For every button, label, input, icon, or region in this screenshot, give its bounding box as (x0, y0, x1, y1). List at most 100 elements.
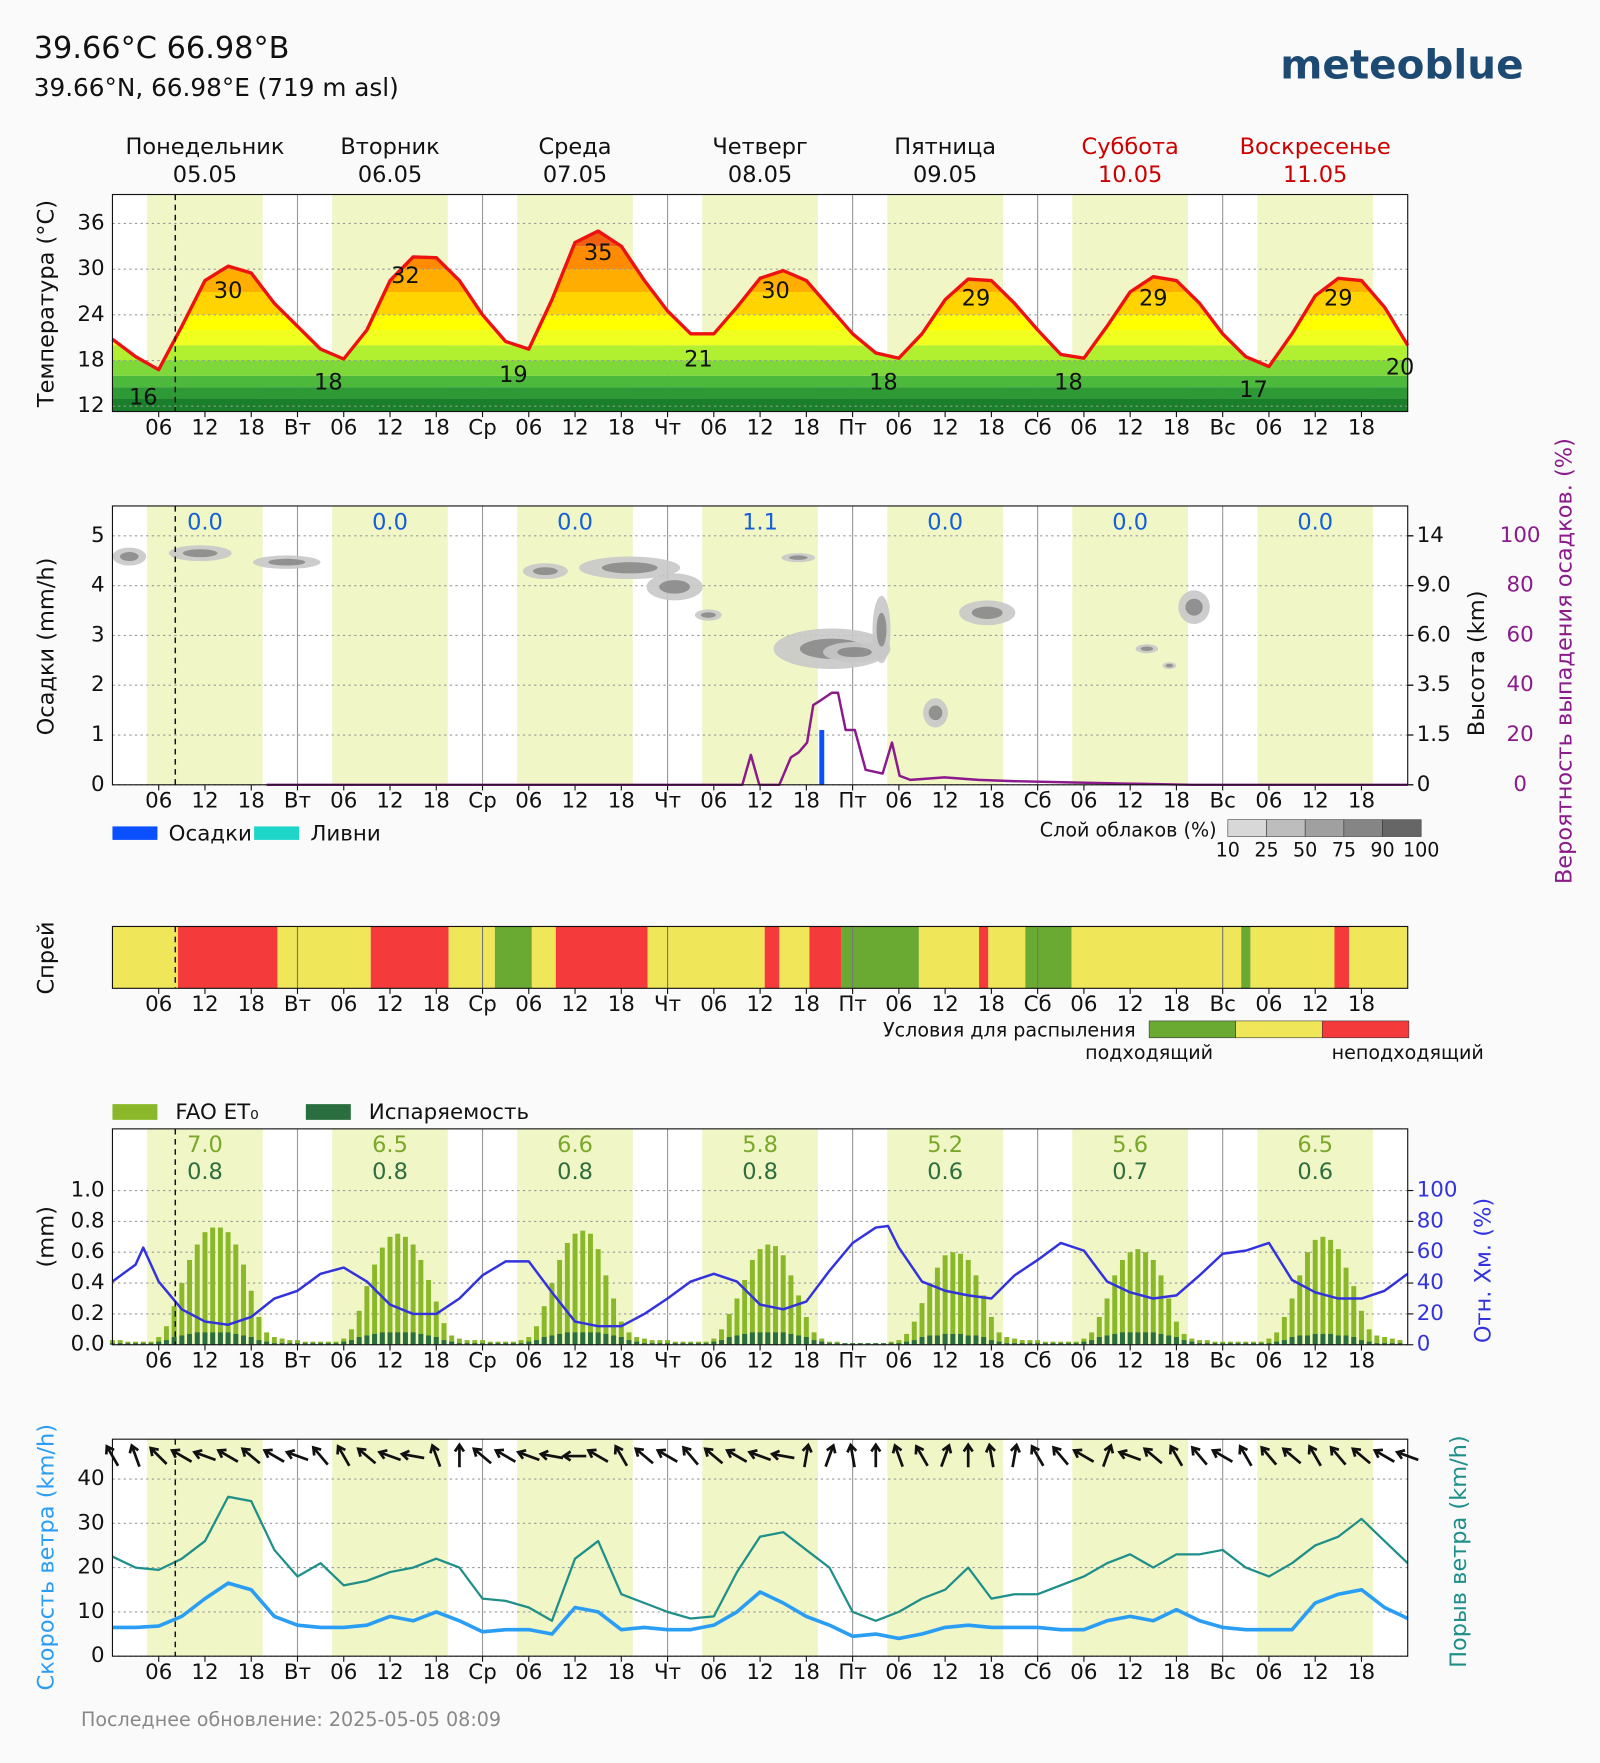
x-tick-label: 06 (1255, 415, 1282, 440)
bar (464, 1343, 470, 1345)
temperature-label: 30 (761, 278, 790, 304)
legend-swatch (305, 1104, 351, 1120)
wind-arrow (1238, 1444, 1253, 1467)
x-tick-label: Ср (468, 1349, 496, 1374)
arrow-shape (377, 1448, 402, 1462)
daylight (517, 505, 633, 785)
y-tick-label: 5 (91, 523, 105, 548)
x-tick-label: Вт (284, 789, 311, 814)
bar (1173, 1321, 1179, 1345)
bar (395, 1233, 401, 1345)
bar (387, 1236, 393, 1345)
x-tick-label: 06 (330, 1660, 357, 1685)
arrow-shape (429, 1443, 442, 1468)
spray-segment (647, 926, 765, 989)
logo: meteoblue (1280, 40, 1523, 88)
x-tick-label: 06 (1070, 1660, 1097, 1685)
bar (1235, 1343, 1241, 1345)
daylight (517, 1439, 633, 1657)
temperature-label: 30 (214, 278, 243, 304)
y-tick-label: 3 (91, 622, 105, 647)
bar (518, 1340, 524, 1345)
x-tick-label: Пт (838, 789, 867, 814)
arrow-shape (336, 1444, 351, 1467)
x-tick-label: 18 (238, 1349, 265, 1374)
bar (1050, 1343, 1056, 1345)
bar (834, 1343, 840, 1345)
x-tick-label: 12 (932, 789, 959, 814)
bar (688, 1343, 694, 1345)
bar (719, 1329, 725, 1345)
arrow-shape (192, 1448, 217, 1462)
bar (958, 1253, 964, 1345)
bar (587, 1332, 593, 1345)
bar (510, 1343, 516, 1345)
bar (973, 1335, 979, 1345)
daily-total: 5.8 (742, 1132, 778, 1158)
bar (950, 1252, 956, 1345)
bar (981, 1337, 987, 1345)
bar (187, 1333, 193, 1345)
bar (988, 1316, 994, 1345)
daylight (1072, 505, 1188, 785)
arrow-shape (940, 1443, 953, 1468)
x-tick-label: 12 (1117, 415, 1144, 440)
wind-arrow (613, 1444, 629, 1467)
legend-swatch (1227, 819, 1267, 837)
wind-arrow (681, 1445, 699, 1466)
bar (1127, 1332, 1133, 1345)
wind-arrow (891, 1443, 904, 1468)
bar (256, 1316, 262, 1345)
arrow-shape (1142, 1447, 1163, 1465)
bar (773, 1332, 778, 1345)
bar (796, 1295, 802, 1345)
bar (526, 1341, 532, 1345)
x-tick-label: Сб (1024, 789, 1052, 814)
wind-arrow (586, 1448, 609, 1463)
bar (402, 1332, 408, 1345)
arrow-shape (824, 1443, 837, 1468)
x-tick-label: 06 (330, 992, 357, 1017)
legend-tick: 75 (1332, 839, 1356, 862)
wind-arrow (1372, 1448, 1395, 1463)
bar (626, 1332, 632, 1345)
bar (1274, 1341, 1280, 1345)
arrow-shape (1210, 1448, 1234, 1463)
bar (1312, 1333, 1318, 1345)
bar (1227, 1343, 1233, 1345)
x-tick-label: Ср (468, 992, 496, 1017)
legend-title: Слой облаков (%) (1040, 818, 1217, 841)
arrow-shape (586, 1448, 609, 1463)
bar (1181, 1340, 1187, 1345)
y-tick-label: 20 (1417, 1301, 1444, 1326)
bar (295, 1343, 300, 1345)
bar (819, 730, 825, 785)
x-tick-label: 18 (608, 415, 635, 440)
bar (1281, 1340, 1287, 1345)
bar (480, 1343, 486, 1345)
x-tick-label: 18 (1348, 1349, 1375, 1374)
wind-arrow (1260, 1445, 1278, 1466)
wind-arrow (377, 1448, 402, 1462)
bar (803, 1316, 809, 1345)
x-tick-label: 06 (1070, 1349, 1097, 1374)
y-tick-label: 20 (77, 1555, 104, 1580)
bar (1297, 1335, 1303, 1345)
bar (927, 1283, 933, 1345)
bar (526, 1337, 532, 1345)
wind-arrow (148, 1446, 168, 1465)
bar (140, 1343, 146, 1345)
spray-segment (1334, 926, 1350, 989)
plot-border (111, 193, 1409, 413)
daylight (332, 505, 448, 785)
x-tick-label: 06 (885, 992, 912, 1017)
x-tick-label: 12 (1302, 789, 1329, 814)
x-tick-label: 18 (608, 992, 635, 1017)
y-tick-label: 6.0 (1417, 622, 1451, 647)
bar (456, 1338, 462, 1345)
legend-swatch (1343, 819, 1383, 837)
bar (495, 1343, 501, 1345)
bar (611, 1298, 617, 1345)
temperature-label: 18 (869, 369, 898, 395)
y-tick-label: 0 (91, 772, 105, 797)
